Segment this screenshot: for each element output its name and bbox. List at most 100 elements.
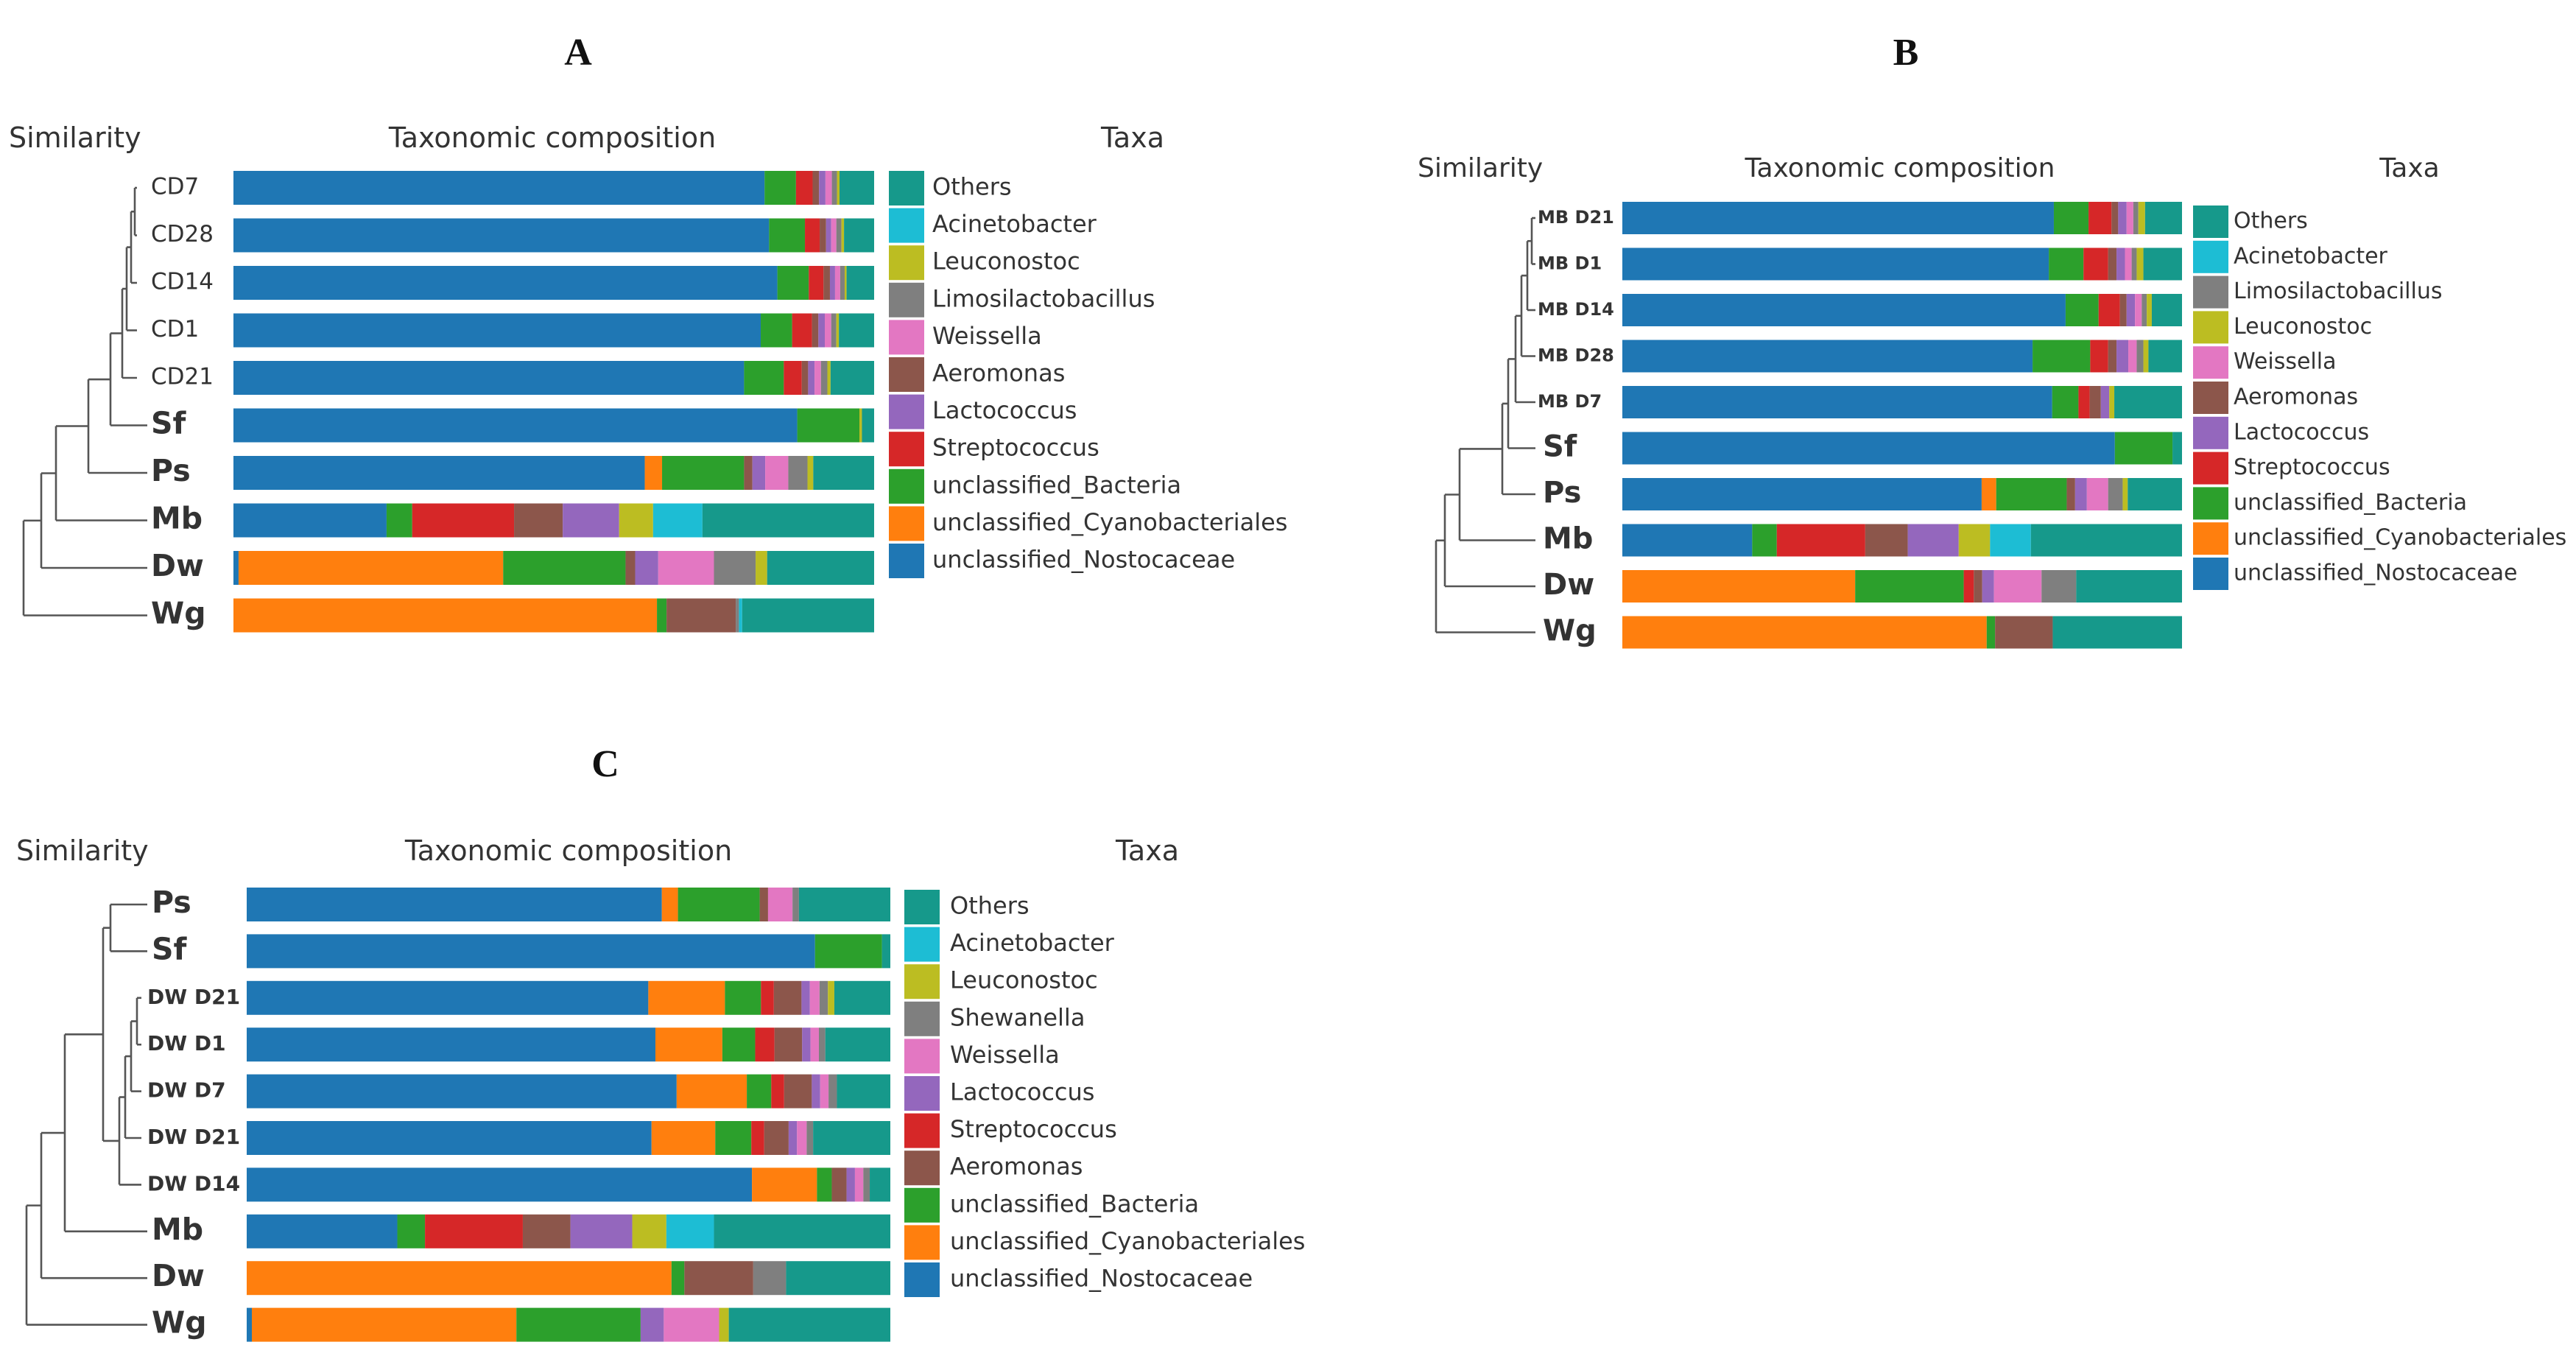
bar-segment-leuconostoc: [2136, 247, 2144, 281]
bar-segment-leuconostoc: [2138, 202, 2145, 234]
bar-segment-unclassified-bacteria: [397, 1214, 426, 1248]
sample-label: MB D1: [1538, 253, 1602, 274]
bar-segment-weissella: [1993, 570, 2042, 603]
bar-segment-unclassified-bacteria: [1996, 478, 2067, 510]
sample-label: DW D14: [147, 1171, 240, 1195]
bar-segment-lactococcus: [563, 503, 619, 538]
legend-label: Leuconostoc: [932, 247, 1080, 275]
bar-segment-weissella: [767, 888, 793, 921]
bar-segment-streptococcus: [755, 1028, 775, 1062]
bar-segment-unclassified-bacteria: [1855, 570, 1964, 603]
sample-label: Sf: [1543, 430, 1577, 464]
sample-label: MB D28: [1538, 345, 1614, 366]
bar-segment-unclassified-nostocaceae: [233, 266, 778, 300]
sample-label: DW D7: [147, 1078, 226, 1103]
bar-segment-unclassified-bacteria: [797, 408, 859, 443]
bar-segment-aeromonas: [2089, 386, 2101, 418]
bar-segment-others: [813, 1121, 890, 1155]
bar-segment-unclassified-nostocaceae: [233, 361, 745, 395]
legend-swatch: [889, 506, 924, 541]
bar-row-mb: Mb: [151, 501, 874, 538]
bar-segment-streptococcus: [784, 361, 802, 395]
bar-segment-limosilactobacillus: [2136, 340, 2144, 373]
bar-segment-aeromonas: [666, 598, 736, 633]
bar-segment-leuconostoc: [837, 171, 840, 205]
legend-label: Lactococcus: [2234, 419, 2369, 445]
legend-item-unclassified-nostocaceae: unclassified_Nostocaceae: [889, 544, 1235, 578]
bar-segment-unclassified-nostocaceae: [233, 313, 761, 348]
bar-segment-unclassified-cyanobacteriales: [1622, 616, 1987, 649]
bar-segment-unclassified-nostocaceae: [1622, 247, 2049, 281]
legend-item-streptococcus: Streptococcus: [2193, 452, 2390, 485]
bar-segment-aeromonas: [1995, 616, 2053, 649]
bar-segment-leuconostoc: [2109, 386, 2115, 418]
bar-segment-acinetobacter: [666, 1214, 714, 1248]
legend-swatch: [904, 964, 940, 1000]
legend-swatch: [889, 208, 924, 243]
bar-segment-aeromonas: [625, 551, 636, 585]
bar-row-cd14: CD14: [151, 266, 874, 300]
bar-segment-unclassified-bacteria: [2053, 202, 2089, 234]
dendrogram: [25, 903, 147, 1326]
bar-segment-limosilactobacillus: [820, 361, 828, 395]
bar-segment-aeromonas: [773, 980, 802, 1015]
bars-title: Taxonomic composition: [388, 122, 716, 154]
bar-segment-acinetobacter: [1990, 524, 2031, 557]
legend-item-leuconostoc: Leuconostoc: [2193, 311, 2372, 344]
sample-label: Sf: [151, 406, 187, 441]
legend-label: Others: [950, 892, 1030, 920]
bar-segment-leuconostoc: [756, 551, 767, 585]
legend-item-leuconostoc: Leuconostoc: [889, 245, 1080, 281]
bar-segment-unclassified-nostocaceae: [233, 171, 765, 205]
bar-segment-lactococcus: [1982, 570, 1994, 603]
sample-label: Dw: [1543, 568, 1594, 602]
bar-segment-others: [846, 266, 874, 300]
bar-segment-leuconostoc: [841, 218, 845, 253]
bar-segment-unclassified-bacteria: [671, 1261, 685, 1296]
bar-segment-weissella: [831, 218, 837, 253]
legend-item-streptococcus: Streptococcus: [904, 1113, 1117, 1148]
bar-segment-unclassified-nostocaceae: [1622, 524, 1753, 557]
bar-segment-aeromonas: [759, 888, 768, 921]
legend-label: unclassified_Cyanobacteriales: [950, 1227, 1305, 1255]
legend-item-lactococcus: Lactococcus: [904, 1076, 1094, 1111]
legend-item-shewanella: Shewanella: [904, 1001, 1085, 1036]
bar-segment-streptococcus: [2098, 294, 2120, 326]
bar-segment-unclassified-bacteria: [662, 456, 745, 490]
bar-segment-unclassified-nostocaceae: [1622, 386, 2052, 418]
legend-label: Aeromonas: [950, 1153, 1083, 1181]
bar-segment-weissella: [2128, 340, 2137, 373]
sample-label: CD28: [151, 221, 214, 247]
bar-segment-others: [813, 456, 874, 490]
legend-swatch: [904, 1039, 940, 1074]
bar-segment-lactococcus: [2116, 340, 2129, 373]
bar-segment-shewanella: [818, 1028, 826, 1062]
sample-label: Mb: [152, 1212, 203, 1247]
bar-segment-streptococcus: [761, 980, 774, 1015]
legend-item-lactococcus: Lactococcus: [2193, 416, 2369, 449]
bar-segment-leuconostoc: [719, 1307, 729, 1342]
legend-swatch: [2193, 346, 2228, 379]
panel-b: B Similarity Taxonomic composition Taxa MB D…: [1418, 32, 2566, 649]
bar-row-sf: Sf: [151, 406, 874, 443]
dendrogram: [22, 186, 147, 616]
bar-segment-others: [840, 171, 874, 205]
bar-segment-unclassified-bacteria: [761, 313, 792, 348]
bar-segment-unclassified-bacteria: [678, 888, 760, 921]
bar-segment-weissella: [825, 171, 832, 205]
bar-row-sf: Sf: [1543, 430, 2182, 465]
bar-segment-aeromonas: [1865, 524, 1908, 557]
bar-segment-leuconostoc: [844, 266, 847, 300]
bar-segment-unclassified-cyanobacteriales: [752, 1167, 817, 1202]
legend-item-unclassified-nostocaceae: unclassified_Nostocaceae: [2193, 558, 2517, 590]
bar-row-mb: Mb: [1543, 522, 2182, 557]
dendrogram: [1435, 217, 1535, 633]
bar-segment-lactococcus: [788, 1121, 798, 1155]
legend-item-streptococcus: Streptococcus: [889, 432, 1099, 467]
bar-segment-streptococcus: [751, 1121, 764, 1155]
legend-item-acinetobacter: Acinetobacter: [889, 208, 1097, 243]
panel-c: C Similarity Taxonomic composition Taxa Ps Sf…: [16, 743, 1305, 1342]
bars-title: Taxonomic composition: [404, 835, 732, 867]
legend-label: Shewanella: [950, 1003, 1085, 1031]
bar-segment-others: [714, 1214, 890, 1248]
